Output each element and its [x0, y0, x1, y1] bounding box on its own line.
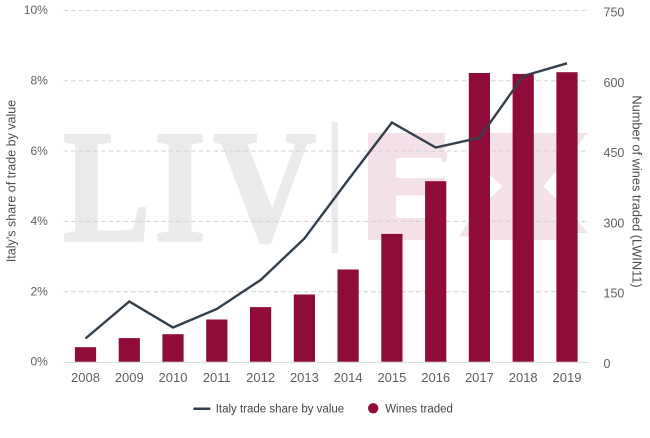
svg-text:2012: 2012	[246, 370, 275, 385]
svg-text:Number of wines traded (LWIN11: Number of wines traded (LWIN11)	[630, 95, 645, 287]
svg-text:L: L	[63, 98, 150, 275]
svg-text:2008: 2008	[71, 370, 100, 385]
svg-text:2018: 2018	[509, 370, 538, 385]
svg-text:10%: 10%	[24, 3, 48, 17]
svg-text:Italy’s share of trade by valu: Italy’s share of trade by value	[5, 100, 19, 262]
svg-text:Wines traded: Wines traded	[385, 404, 453, 416]
svg-text:8%: 8%	[30, 74, 48, 88]
svg-text:450: 450	[604, 146, 625, 160]
svg-text:2016: 2016	[421, 370, 450, 385]
svg-text:2%: 2%	[30, 284, 48, 298]
svg-text:2019: 2019	[553, 370, 582, 385]
svg-text:0: 0	[604, 357, 611, 371]
svg-text:300: 300	[604, 216, 625, 230]
svg-text:0%: 0%	[30, 355, 48, 369]
svg-text:4%: 4%	[30, 214, 48, 228]
svg-text:Italy trade share by value: Italy trade share by value	[216, 404, 345, 416]
svg-text:150: 150	[604, 287, 625, 301]
svg-text:2017: 2017	[465, 370, 494, 385]
svg-text:2015: 2015	[377, 370, 406, 385]
svg-text:750: 750	[604, 6, 625, 20]
svg-text:600: 600	[604, 76, 625, 90]
svg-text:2013: 2013	[290, 370, 319, 385]
svg-text:V: V	[213, 98, 316, 275]
svg-text:6%: 6%	[30, 144, 48, 158]
svg-text:I: I	[154, 97, 205, 275]
svg-text:2011: 2011	[203, 370, 231, 385]
svg-text:2010: 2010	[159, 370, 188, 385]
svg-text:2009: 2009	[115, 370, 144, 385]
svg-text:2014: 2014	[334, 370, 363, 385]
